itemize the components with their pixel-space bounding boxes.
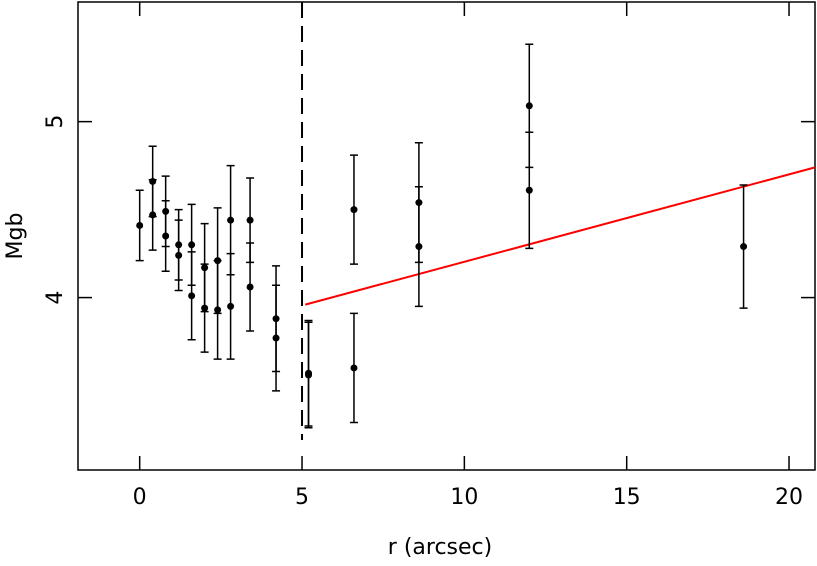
x-tick-label: 10 — [450, 485, 478, 510]
data-point — [136, 221, 144, 229]
data-point — [525, 186, 533, 194]
data-point — [214, 306, 222, 314]
x-tick-label: 15 — [613, 485, 641, 510]
data-point — [525, 102, 533, 110]
data-point — [201, 304, 209, 312]
y-tick-label: 5 — [43, 115, 68, 129]
y-axis-label: Mgb — [3, 213, 28, 260]
x-tick-label: 20 — [775, 485, 803, 510]
data-point — [246, 283, 254, 291]
data-point — [350, 364, 358, 372]
data-point — [272, 334, 280, 342]
data-point — [227, 216, 235, 224]
data-point — [162, 232, 170, 240]
data-point — [149, 211, 157, 219]
data-point — [188, 241, 196, 249]
data-point — [415, 243, 423, 251]
x-tick-label: 0 — [133, 485, 147, 510]
y-tick-label: 4 — [43, 291, 68, 305]
x-tick-label: 5 — [295, 485, 309, 510]
data-point — [246, 216, 254, 224]
data-point — [175, 251, 183, 259]
x-axis-label: r (arcsec) — [388, 535, 492, 560]
data-point — [305, 371, 313, 379]
data-point — [350, 206, 358, 214]
data-point — [227, 302, 235, 310]
fit-line — [305, 166, 816, 306]
data-point — [188, 292, 196, 300]
plot-frame — [77, 1, 816, 471]
data-point — [740, 243, 748, 251]
